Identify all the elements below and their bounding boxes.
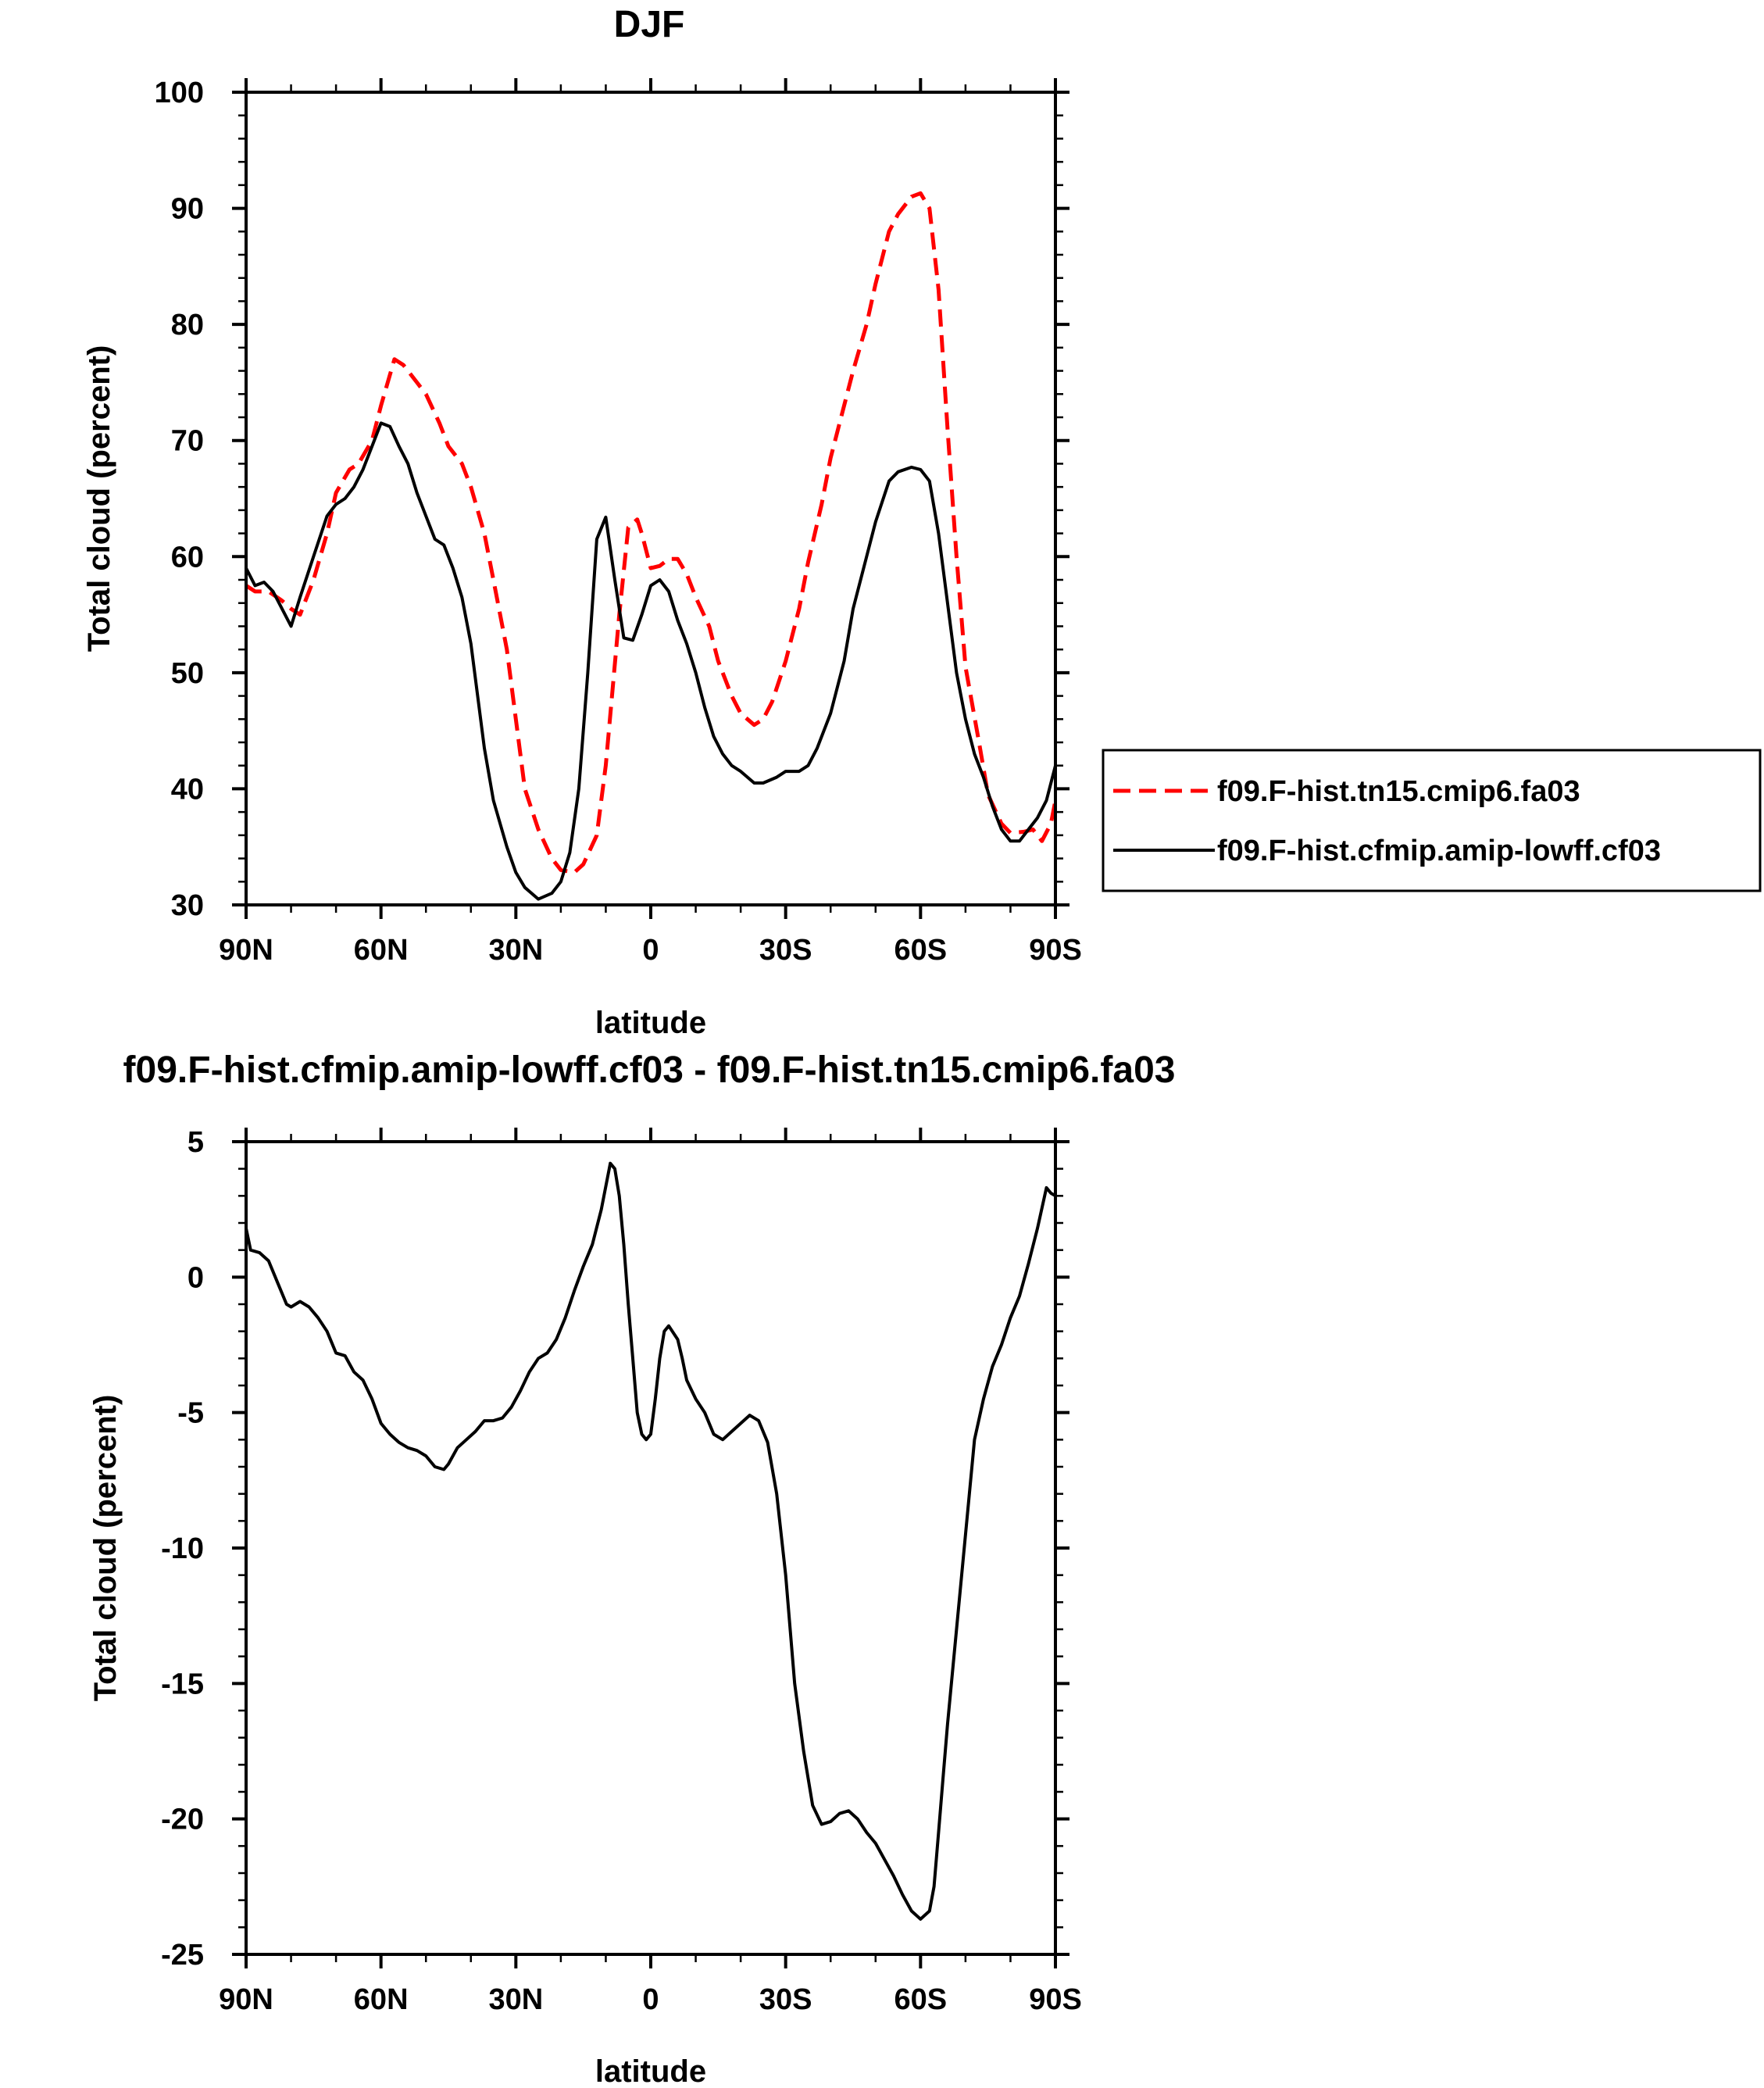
bottom-panel: f09.F-hist.cfmip.amip-lowff.cf03 - f09.F…: [88, 1049, 1175, 2088]
top-plot-frame: [245, 91, 1057, 906]
top-y-tick-label: 80: [171, 309, 204, 341]
bottom-x-tick-label: 0: [642, 1983, 659, 2016]
top-y-tick-label: 50: [171, 657, 204, 690]
top-y-tick-label: 30: [171, 889, 204, 922]
bottom-series-group: [245, 1161, 1057, 1921]
bottom-series-line-1: [245, 1161, 1057, 1921]
top-y-axis-label: Total cloud (percent): [82, 345, 116, 652]
top-chart-title: DJF: [614, 4, 685, 45]
top-y-tick-label: 40: [171, 773, 204, 806]
top-x-tick-label: 90N: [219, 934, 273, 967]
bottom-y-tick-label: 0: [187, 1261, 204, 1294]
top-y-tick-label: 60: [171, 541, 204, 574]
bottom-x-tick-label: 90N: [219, 1983, 273, 2016]
legend: f09.F-hist.tn15.cmip6.fa03 f09.F-hist.cf…: [1102, 749, 1762, 892]
bottom-axis-ticks: -25 -20 -15 -10 -5 0 5 90N 60N 30N 0 30S 60S 90S: [161, 1126, 1082, 2016]
top-x-tick-label: 90S: [1029, 934, 1082, 967]
top-series-line-1: [245, 191, 1058, 874]
legend-box: [1102, 749, 1762, 892]
top-panel: DJF 30 40 50 60 70 80 90 100 90N 60N 30N 0 30S 60S 90S…: [82, 4, 1762, 1040]
bottom-y-tick-label: -10: [161, 1532, 204, 1565]
bottom-x-tick-label: 90S: [1029, 1983, 1082, 2016]
bottom-y-tick-label: -20: [161, 1804, 204, 1836]
top-series-line-2: [245, 421, 1057, 901]
bottom-y-tick-label: -15: [161, 1668, 204, 1700]
top-x-tick-label: 60S: [894, 934, 948, 967]
bottom-y-axis-label: Total cloud (percent): [88, 1395, 123, 1702]
top-x-tick-label: 30S: [759, 934, 812, 967]
bottom-x-tick-label: 30N: [488, 1983, 543, 2016]
legend-label-fa03: f09.F-hist.tn15.cmip6.fa03: [1217, 775, 1580, 808]
top-x-tick-label: 60N: [354, 934, 409, 967]
bottom-plot-frame: [245, 1140, 1057, 1956]
top-x-tick-label: 30N: [488, 934, 543, 967]
bottom-x-tick-label: 30S: [759, 1983, 812, 2016]
top-y-tick-label: 90: [171, 193, 204, 226]
bottom-y-tick-label: 5: [187, 1126, 204, 1159]
top-y-tick-label: 100: [155, 77, 204, 109]
bottom-x-tick-label: 60S: [894, 1983, 948, 2016]
top-series-group: [245, 191, 1058, 901]
top-y-tick-label: 70: [171, 425, 204, 458]
top-axis-ticks: 30 40 50 60 70 80 90 100 90N 60N 30N 0 30S 60S 90S: [155, 77, 1082, 967]
bottom-x-tick-label: 60N: [354, 1983, 409, 2016]
top-x-tick-label: 0: [642, 934, 659, 967]
legend-label-cf03: f09.F-hist.cfmip.amip-lowff.cf03: [1217, 835, 1661, 867]
bottom-y-tick-label: -25: [161, 1939, 204, 1972]
bottom-x-axis-label: latitude: [595, 2054, 706, 2088]
bottom-y-tick-label: -5: [177, 1397, 204, 1430]
top-x-axis-label: latitude: [595, 1006, 706, 1040]
bottom-chart-title: f09.F-hist.cfmip.amip-lowff.cf03 - f09.F…: [123, 1049, 1176, 1091]
